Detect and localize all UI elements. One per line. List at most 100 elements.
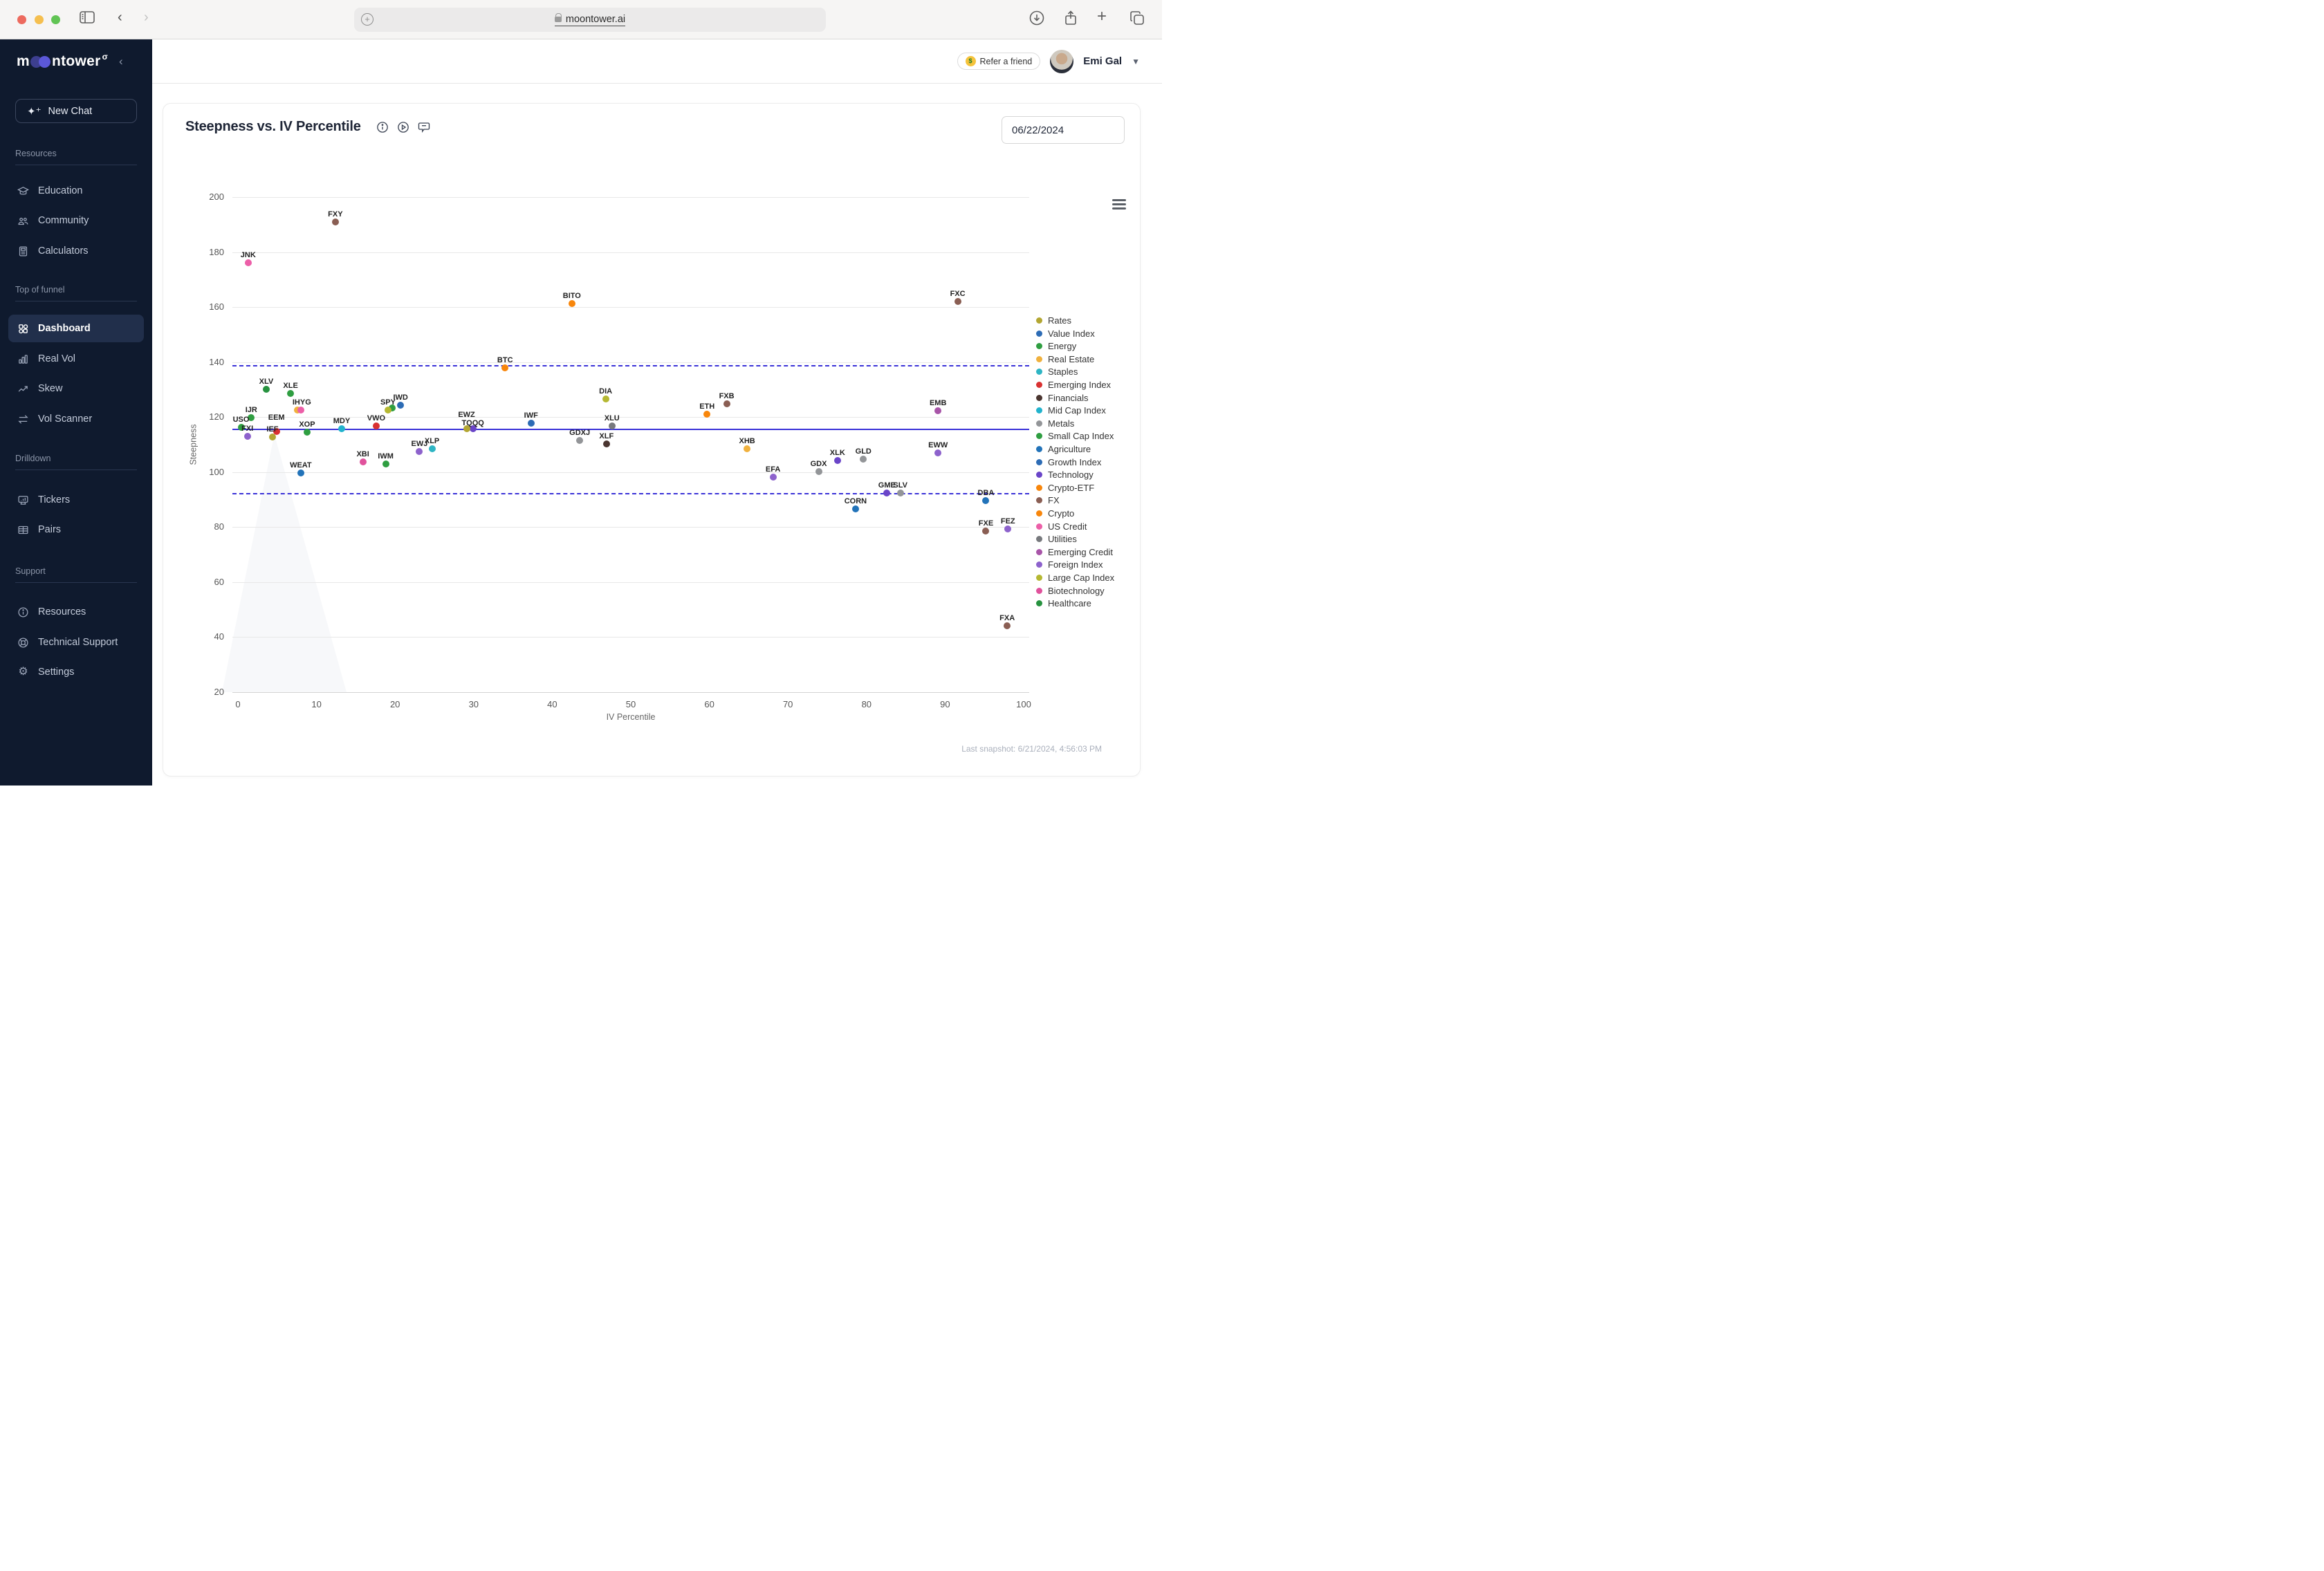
data-point-IWF[interactable] <box>527 419 535 427</box>
data-point-BTC[interactable] <box>501 364 509 372</box>
data-point-IWD[interactable] <box>397 402 405 409</box>
data-point-IEF[interactable] <box>268 434 276 441</box>
data-point-DIA[interactable] <box>602 395 609 402</box>
data-point-GDX[interactable] <box>815 468 822 476</box>
data-point-FXB[interactable] <box>723 400 730 408</box>
data-point-IJR[interactable] <box>248 414 255 422</box>
legend-item-crypto-etf[interactable]: Crypto-ETF <box>1036 483 1094 493</box>
data-point-XHB[interactable] <box>744 445 751 453</box>
legend-item-growth-index[interactable]: Growth Index <box>1036 457 1101 467</box>
legend-item-healthcare[interactable]: Healthcare <box>1036 598 1091 608</box>
legend-item-value-index[interactable]: Value Index <box>1036 328 1095 339</box>
data-point-WEAT[interactable] <box>297 469 304 476</box>
chart-menu-icon[interactable] <box>1112 199 1126 212</box>
data-point-IWM[interactable] <box>382 460 389 467</box>
reader-plus-icon[interactable]: + <box>361 13 374 26</box>
data-point-GME[interactable] <box>883 489 891 496</box>
sidebar-item-skew[interactable]: Skew <box>8 378 144 399</box>
data-point-GLD[interactable] <box>860 456 867 463</box>
data-point-FXA[interactable] <box>1004 622 1011 629</box>
share-icon[interactable] <box>1062 10 1079 30</box>
legend-item-emerging-credit[interactable]: Emerging Credit <box>1036 547 1113 557</box>
legend-item-utilities[interactable]: Utilities <box>1036 534 1077 544</box>
data-point-XLE[interactable] <box>287 390 295 398</box>
info-icon[interactable] <box>376 121 389 133</box>
legend-item-technology[interactable]: Technology <box>1036 470 1094 480</box>
data-point-EWW[interactable] <box>934 449 942 457</box>
data-point-EMB[interactable] <box>934 407 942 414</box>
data-point-XBI[interactable] <box>359 458 367 465</box>
legend-item-agriculture[interactable]: Agriculture <box>1036 444 1091 454</box>
feedback-comment-icon[interactable] <box>418 121 430 133</box>
data-point-EWJ[interactable] <box>416 447 423 455</box>
sidebar-item-tickers[interactable]: Tickers <box>8 490 144 510</box>
data-point-EEM[interactable] <box>273 427 280 435</box>
data-point-FEZ[interactable] <box>1004 525 1012 532</box>
new-tab-icon[interactable]: + <box>1097 7 1107 26</box>
legend-item-energy[interactable]: Energy <box>1036 341 1076 351</box>
data-point-BITO[interactable] <box>568 299 575 307</box>
window-minimize-button[interactable] <box>35 15 44 24</box>
refer-a-friend-button[interactable]: $ Refer a friend <box>957 53 1041 70</box>
sidebar-item-education[interactable]: Education <box>8 180 144 201</box>
data-point-XLK[interactable] <box>833 456 841 464</box>
data-point-FXY[interactable] <box>331 218 339 225</box>
data-point-SPY[interactable] <box>384 406 391 413</box>
legend-item-crypto[interactable]: Crypto <box>1036 508 1074 519</box>
data-point-XLF[interactable] <box>602 440 610 447</box>
data-point-GDXJ[interactable] <box>576 437 584 445</box>
data-point-XOP[interactable] <box>303 429 311 436</box>
data-point-XLP[interactable] <box>428 445 436 452</box>
legend-item-metals[interactable]: Metals <box>1036 418 1074 429</box>
sidebar-collapse-icon[interactable]: ‹ <box>119 55 123 68</box>
avatar[interactable] <box>1050 49 1074 73</box>
sidebar-toggle-icon[interactable] <box>79 10 95 28</box>
data-point-FXE[interactable] <box>982 528 990 535</box>
tab-overview-icon[interactable] <box>1129 10 1145 30</box>
legend-item-biotechnology[interactable]: Biotechnology <box>1036 586 1105 596</box>
legend-item-fx[interactable]: FX <box>1036 495 1060 505</box>
data-point-VWO[interactable] <box>372 422 380 429</box>
legend-item-large-cap-index[interactable]: Large Cap Index <box>1036 573 1114 583</box>
sidebar-item-resources[interactable]: Resources <box>8 602 144 622</box>
legend-item-mid-cap-index[interactable]: Mid Cap Index <box>1036 405 1106 416</box>
sidebar-item-technical-support[interactable]: Technical Support <box>8 632 144 653</box>
data-point-EWZ[interactable] <box>463 425 470 432</box>
legend-item-foreign-index[interactable]: Foreign Index <box>1036 559 1103 570</box>
legend-item-us-credit[interactable]: US Credit <box>1036 521 1087 532</box>
data-point-unlabeled[interactable] <box>388 404 396 411</box>
sidebar-item-dashboard[interactable]: Dashboard <box>8 315 144 342</box>
window-close-button[interactable] <box>17 15 26 24</box>
data-point-TQQQ[interactable] <box>469 425 477 432</box>
data-point-unlabeled[interactable] <box>297 406 304 413</box>
sidebar-item-vol-scanner[interactable]: Vol Scanner <box>8 409 144 429</box>
legend-item-real-estate[interactable]: Real Estate <box>1036 354 1094 364</box>
data-point-USO[interactable] <box>237 424 245 431</box>
data-point-XLV[interactable] <box>262 386 270 393</box>
address-bar[interactable]: + moontower.ai <box>354 8 826 32</box>
legend-item-financials[interactable]: Financials <box>1036 393 1089 403</box>
data-point-FXI[interactable] <box>243 432 251 440</box>
back-button[interactable]: ‹ <box>118 10 122 25</box>
data-point-SLV[interactable] <box>896 489 904 496</box>
sidebar-item-community[interactable]: Community <box>8 210 144 231</box>
legend-item-small-cap-index[interactable]: Small Cap Index <box>1036 431 1114 441</box>
data-point-DBA[interactable] <box>982 497 990 505</box>
sidebar-item-settings[interactable]: ⚙ Settings <box>18 666 75 678</box>
data-point-FXC[interactable] <box>954 298 961 306</box>
date-picker-input[interactable]: 06/22/2024 <box>1002 116 1125 144</box>
downloads-icon[interactable] <box>1029 10 1045 30</box>
data-point-JNK[interactable] <box>244 259 252 267</box>
legend-item-staples[interactable]: Staples <box>1036 366 1078 377</box>
sidebar-item-real-vol[interactable]: Real Vol <box>8 348 144 369</box>
chevron-down-icon[interactable]: ▼ <box>1132 56 1140 66</box>
sidebar-item-calculators[interactable]: Calculators <box>8 241 144 261</box>
data-point-XLU[interactable] <box>608 422 616 430</box>
data-point-MDY[interactable] <box>338 425 345 432</box>
data-point-EFA[interactable] <box>769 473 777 481</box>
new-chat-button[interactable]: ✦⁺ New Chat <box>15 99 137 123</box>
sidebar-item-pairs[interactable]: Pairs <box>8 519 144 540</box>
window-zoom-button[interactable] <box>51 15 60 24</box>
data-point-CORN[interactable] <box>851 505 859 512</box>
forward-button[interactable]: › <box>144 10 149 25</box>
